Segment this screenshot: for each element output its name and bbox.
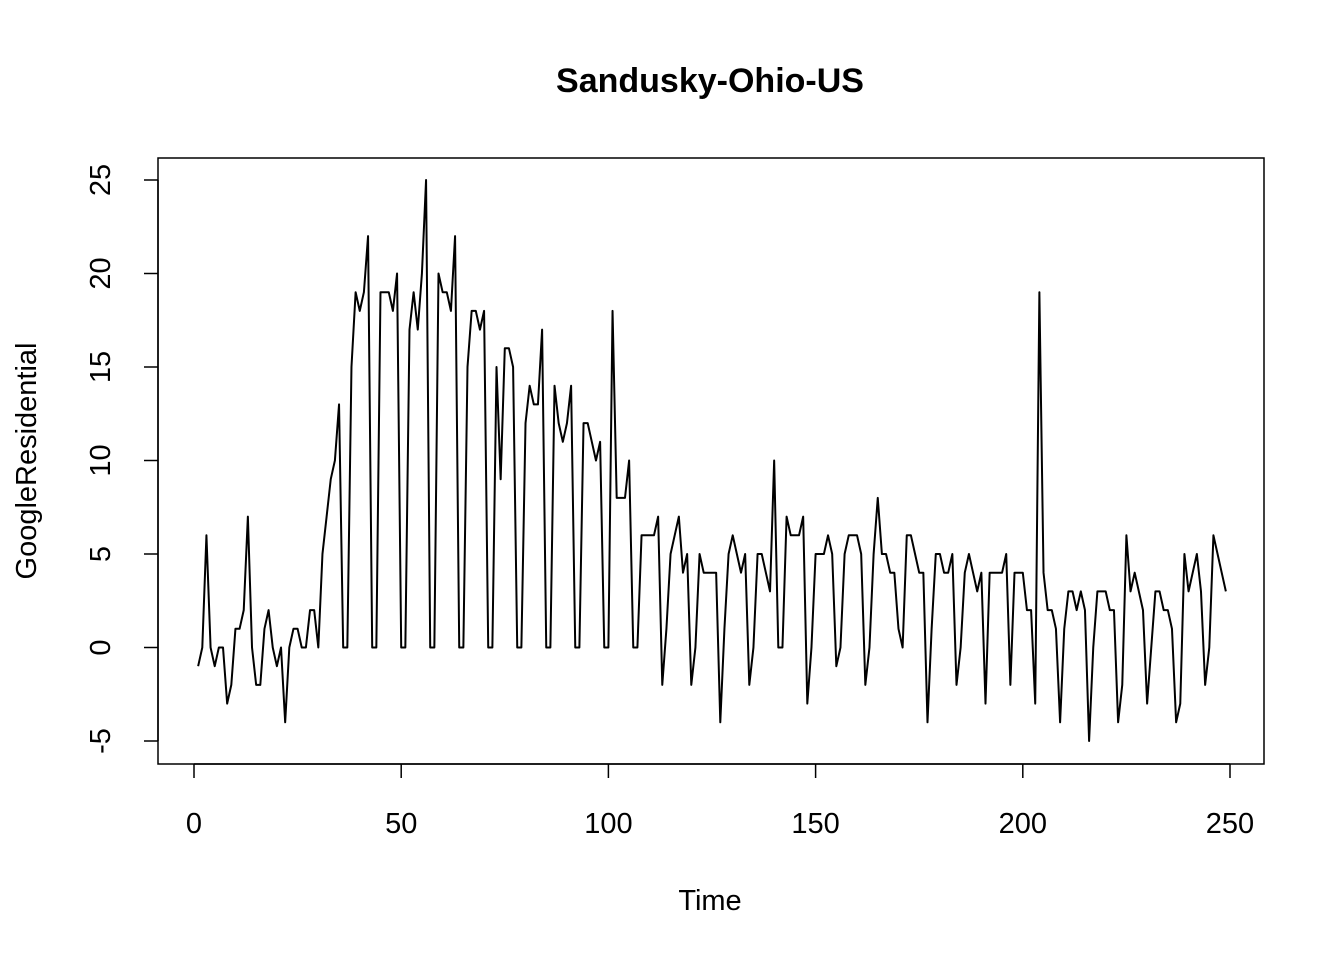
y-tick-label: 5 — [85, 546, 117, 562]
y-tick-label: 15 — [85, 351, 117, 383]
y-tick-label: -5 — [85, 728, 117, 754]
x-tick-label: 200 — [999, 808, 1047, 840]
x-axis: 0 50 100 150 200 250 — [186, 763, 1254, 840]
x-tick-label: 150 — [791, 808, 839, 840]
chart-title: Sandusky-Ohio-US — [556, 62, 864, 100]
x-tick-label: 100 — [584, 808, 632, 840]
y-axis: -5 0 5 10 15 20 25 — [85, 164, 159, 754]
y-tick-label: 10 — [85, 444, 117, 476]
x-axis-label: Time — [678, 885, 741, 917]
plot-frame — [157, 157, 1265, 765]
x-tick-label: 50 — [385, 808, 417, 840]
series-line — [197, 179, 1227, 742]
y-tick-label: 20 — [85, 257, 117, 289]
y-axis-label: GoogleResidential — [11, 343, 43, 580]
y-tick-label: 0 — [85, 639, 117, 655]
y-tick-label: 25 — [85, 164, 117, 196]
x-tick-label: 0 — [186, 808, 202, 840]
x-tick-label: 250 — [1206, 808, 1254, 840]
